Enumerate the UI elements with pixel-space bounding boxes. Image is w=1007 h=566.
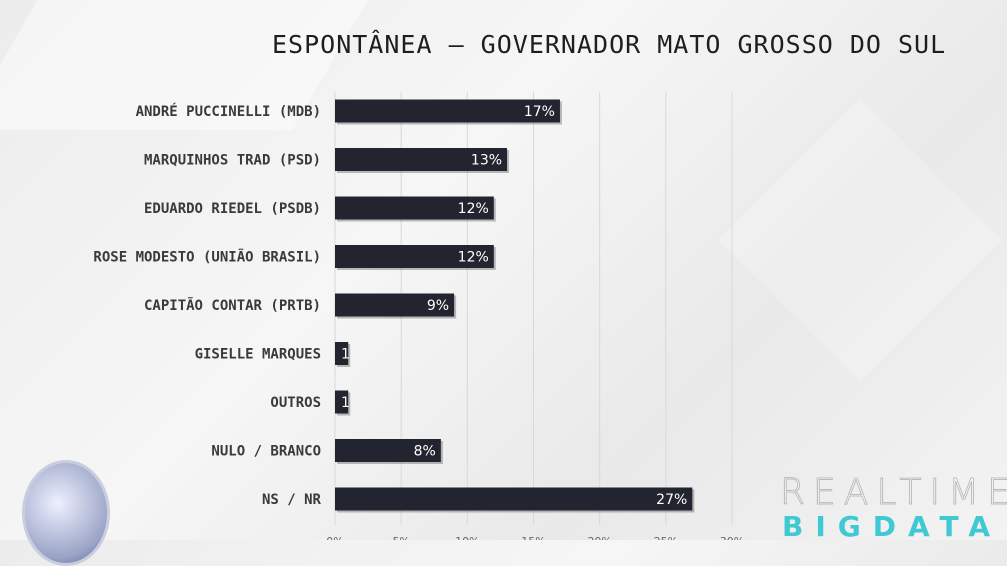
bigdata-logo: BIGDATA (782, 510, 1003, 543)
x-tick-label: 0% (326, 535, 343, 540)
bar (335, 196, 494, 220)
bar (335, 245, 494, 268)
x-tick-label: 5% (392, 535, 409, 540)
category-label: EDUARDO RIEDEL (PSDB) (144, 201, 321, 217)
bar (335, 293, 455, 317)
data-label: 12% (458, 201, 489, 217)
bar (335, 487, 693, 511)
data-label: 17% (524, 104, 555, 120)
category-label: ROSE MODESTO (UNIÃO BRASIL) (93, 249, 321, 266)
x-tick-label: 20% (587, 535, 611, 540)
x-tick-label: 25% (654, 535, 678, 540)
x-tick-label: 15% (521, 535, 545, 540)
realtime-logo: REALTIME (780, 472, 1007, 514)
category-label: MARQUINHOS TRAD (PSD) (144, 153, 321, 169)
category-label: ANDRÉ PUCCINELLI (MDB) (136, 103, 321, 120)
data-label: 1 (341, 395, 350, 411)
record-logo (22, 460, 110, 566)
x-tick-label: 30% (720, 535, 744, 540)
bar (335, 148, 508, 171)
category-label: GISELLE MARQUES (195, 347, 321, 363)
data-label: 27% (656, 492, 687, 508)
bar (335, 99, 560, 123)
bar (335, 342, 349, 365)
bar-chart: 0% 5% 10% 15% 20% 25% 30% ANDRÉ PUCCINELLI (MDB… (93, 92, 744, 540)
category-label: NULO / BRANCO (211, 444, 321, 460)
data-label: 1 (341, 347, 350, 363)
category-label: NS / NR (262, 492, 322, 508)
category-label: CAPITÃO CONTAR (PRTB) (144, 297, 321, 314)
data-label: 8% (414, 444, 436, 460)
data-label: 13% (471, 153, 502, 169)
data-label: 9% (427, 298, 449, 314)
chart-title: ESPONTÂNEA – GOVERNADOR MATO GROSSO DO S… (272, 30, 947, 59)
bar (335, 390, 349, 414)
x-tick-label: 10% (455, 535, 479, 540)
bar (335, 439, 441, 462)
category-label: OUTROS (270, 395, 321, 411)
data-label: 12% (458, 250, 489, 266)
